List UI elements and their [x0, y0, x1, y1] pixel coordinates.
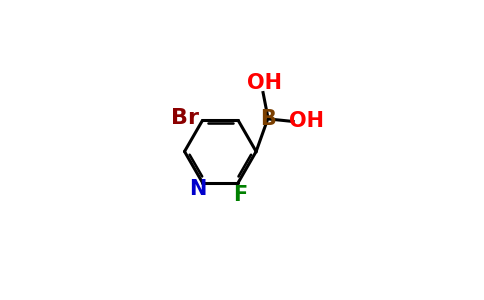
Text: Br: Br — [171, 108, 199, 128]
Text: OH: OH — [289, 112, 324, 131]
Text: F: F — [233, 185, 248, 205]
Text: OH: OH — [247, 74, 282, 93]
Text: N: N — [189, 179, 207, 200]
Text: B: B — [260, 109, 275, 129]
